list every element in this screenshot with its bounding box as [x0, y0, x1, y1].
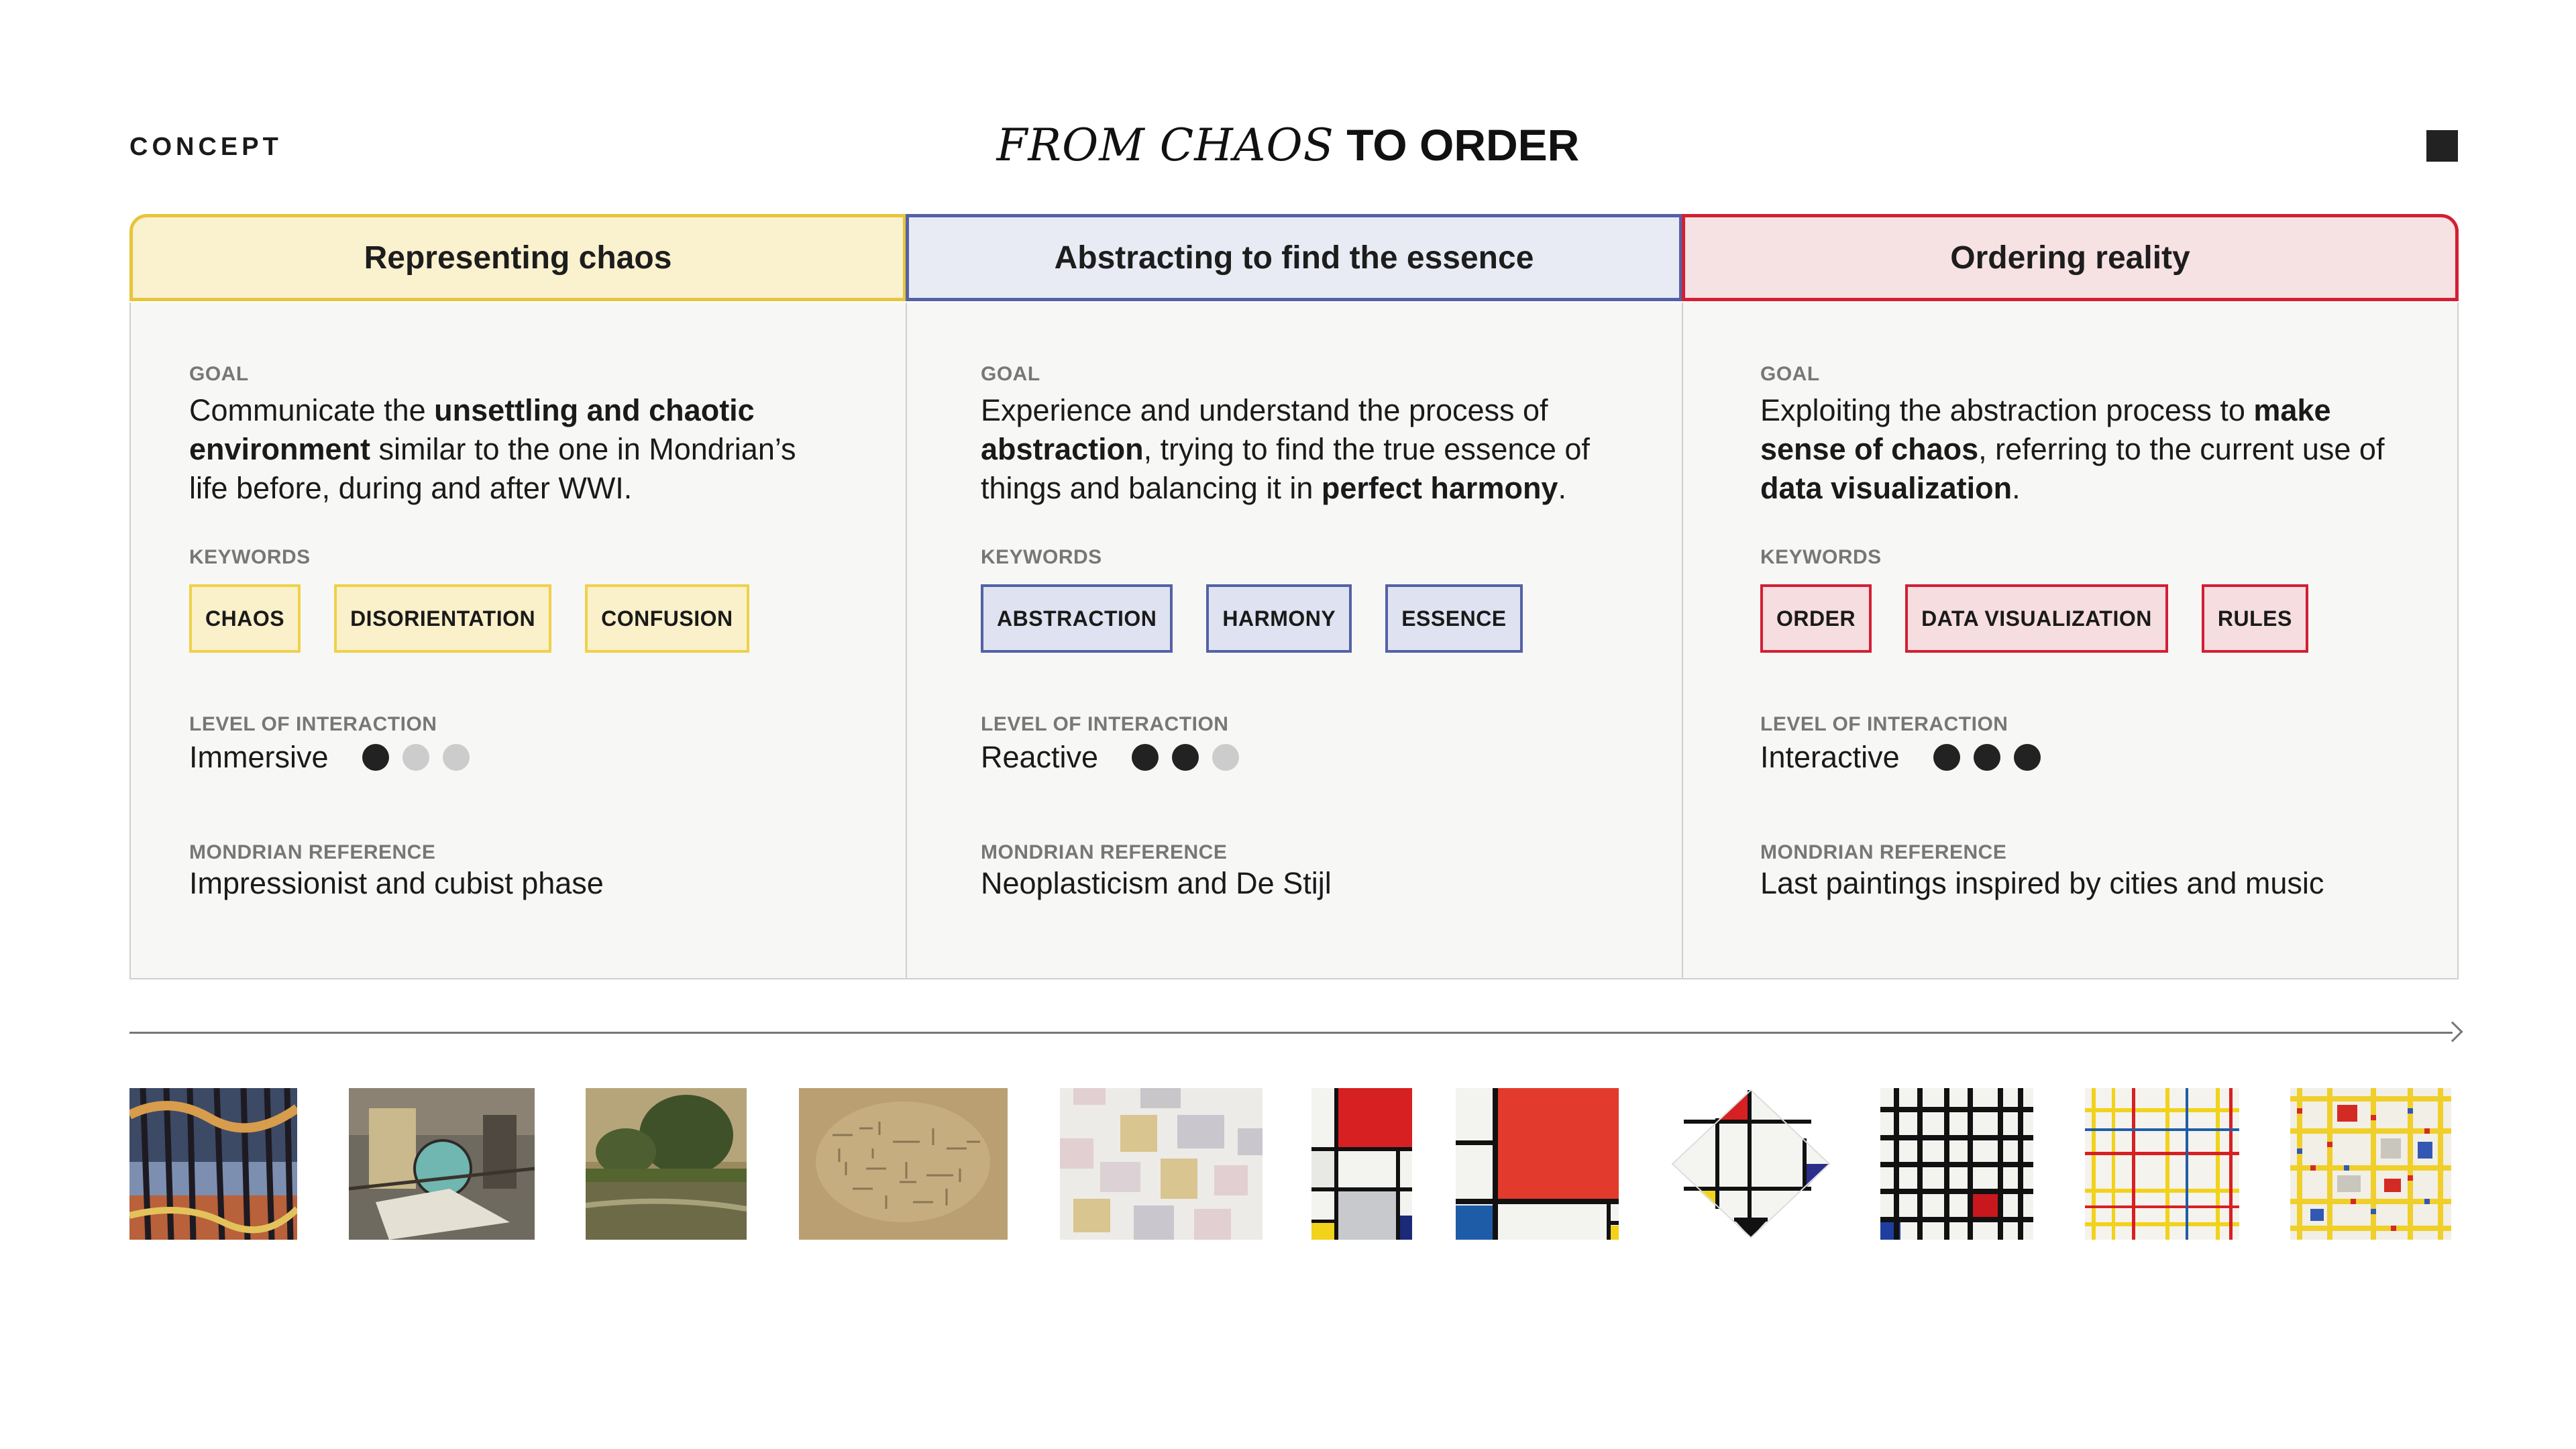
goal-run: Experience and understand the process of: [981, 393, 1548, 427]
timeline-line: [129, 1032, 2453, 1034]
concept-columns: Representing chaos GOAL Communicate the …: [129, 214, 2459, 979]
keyword-tag: ABSTRACTION: [981, 584, 1173, 653]
square-icon: [2426, 130, 2458, 162]
column-header: Representing chaos: [129, 214, 906, 301]
level-dot-empty: [442, 744, 470, 771]
keyword-tag: RULES: [2201, 584, 2308, 653]
level-dot-empty: [402, 744, 429, 771]
section-label: CONCEPT: [129, 133, 282, 161]
mondrian-black-grid-composition: [1880, 1088, 2033, 1240]
level-dot-filled: [1172, 744, 1199, 771]
mondrian-composition-red-blue-yellow-1: [1311, 1088, 1412, 1240]
reference-value: Last paintings inspired by cities and mu…: [1760, 866, 2324, 900]
keyword-tag: HARMONY: [1206, 584, 1352, 653]
keyword-tag: ESSENCE: [1385, 584, 1523, 653]
page-title: FROM CHAOS TO ORDER: [0, 118, 2576, 172]
mondrian-new-york-city-painting: [2085, 1088, 2239, 1240]
goal-emphasis: unsettling and chaotic environment: [189, 393, 755, 466]
mondrian-color-planes-painting: [1060, 1088, 1263, 1240]
goal-run: , referring to the current use of: [1978, 432, 2385, 466]
keyword-list: ORDER DATA VISUALIZATION RULES: [1760, 584, 2308, 653]
goal-emphasis: make sense of chaos: [1760, 393, 2331, 466]
keyword-list: CHAOS DISORIENTATION CONFUSION: [189, 584, 749, 653]
reference-label: MONDRIAN REFERENCE: [1760, 841, 2007, 863]
goal-run: , trying to find the true essence of thi…: [981, 432, 1590, 505]
goal-label: GOAL: [1760, 363, 1820, 385]
keyword-tag: ORDER: [1760, 584, 1872, 653]
column-ordering-reality: Ordering reality GOAL Exploiting the abs…: [1682, 214, 2459, 979]
interaction-level: Immersive: [189, 740, 483, 775]
mondrian-composition-red-large: [1456, 1088, 1619, 1240]
level-dots: [1933, 744, 2054, 771]
level-dot-filled: [1132, 744, 1159, 771]
column-body: GOAL Exploiting the abstraction process …: [1682, 303, 2459, 979]
column-body: GOAL Experience and understand the proce…: [906, 303, 1682, 979]
interaction-value: Reactive: [981, 740, 1099, 774]
column-header: Abstracting to find the essence: [906, 214, 1682, 301]
mondrian-still-life-painting: [349, 1088, 535, 1240]
level-dot-empty: [1212, 744, 1240, 771]
goal-run: Communicate the: [189, 393, 435, 427]
goal-emphasis: abstraction: [981, 432, 1144, 466]
mondrian-lozenge-composition: [1670, 1088, 1831, 1240]
page-title-italic: FROM CHAOS: [996, 119, 1334, 171]
column-representing-chaos: Representing chaos GOAL Communicate the …: [129, 214, 906, 979]
goal-label: GOAL: [189, 363, 249, 385]
goal-label: GOAL: [981, 363, 1040, 385]
interaction-label: LEVEL OF INTERACTION: [981, 713, 1229, 735]
column-body: GOAL Communicate the unsettling and chao…: [129, 303, 906, 979]
keywords-label: KEYWORDS: [981, 546, 1102, 568]
page-title-bold: TO ORDER: [1346, 120, 1580, 170]
interaction-value: Interactive: [1760, 740, 1900, 774]
goal-text: Experience and understand the process of…: [981, 391, 1625, 508]
level-dot-filled: [1973, 744, 2000, 771]
keyword-tag: DISORIENTATION: [334, 584, 552, 653]
reference-label: MONDRIAN REFERENCE: [981, 841, 1228, 863]
level-dots: [362, 744, 483, 771]
goal-text: Exploiting the abstraction process to ma…: [1760, 391, 2404, 508]
interaction-value: Immersive: [189, 740, 329, 774]
goal-run: .: [1558, 471, 1566, 505]
level-dot-filled: [2013, 744, 2041, 771]
level-dot-filled: [1933, 744, 1960, 771]
mondrian-woods-painting: [129, 1088, 297, 1240]
goal-text: Communicate the unsettling and chaotic e…: [189, 391, 833, 508]
goal-run: .: [2012, 471, 2021, 505]
interaction-label: LEVEL OF INTERACTION: [189, 713, 437, 735]
keywords-label: KEYWORDS: [189, 546, 311, 568]
mondrian-river-landscape-painting: [586, 1088, 747, 1240]
reference-value: Neoplasticism and De Stijl: [981, 866, 1332, 900]
keyword-tag: CONFUSION: [585, 584, 749, 653]
goal-run: similar to the one in Mondrian’s life be…: [189, 432, 796, 505]
column-header: Ordering reality: [1682, 214, 2459, 301]
keyword-tag: CHAOS: [189, 584, 301, 653]
level-dot-filled: [362, 744, 389, 771]
interaction-level: Reactive: [981, 740, 1252, 775]
interaction-label: LEVEL OF INTERACTION: [1760, 713, 2008, 735]
keyword-tag: DATA VISUALIZATION: [1905, 584, 2168, 653]
keywords-label: KEYWORDS: [1760, 546, 1882, 568]
reference-label: MONDRIAN REFERENCE: [189, 841, 436, 863]
mondrian-broadway-boogie-woogie: [2290, 1088, 2451, 1240]
goal-emphasis: data visualization: [1760, 471, 2012, 505]
interaction-level: Interactive: [1760, 740, 2054, 775]
goal-run: Exploiting the abstraction process to: [1760, 393, 2254, 427]
column-abstracting: Abstracting to find the essence GOAL Exp…: [906, 214, 1682, 979]
arrow-right-icon: [2442, 1021, 2463, 1042]
mondrian-tree-pier-ocean-painting: [799, 1088, 1008, 1240]
goal-emphasis: perfect harmony: [1321, 471, 1558, 505]
reference-value: Impressionist and cubist phase: [189, 866, 604, 900]
level-dots: [1132, 744, 1252, 771]
keyword-list: ABSTRACTION HARMONY ESSENCE: [981, 584, 1523, 653]
